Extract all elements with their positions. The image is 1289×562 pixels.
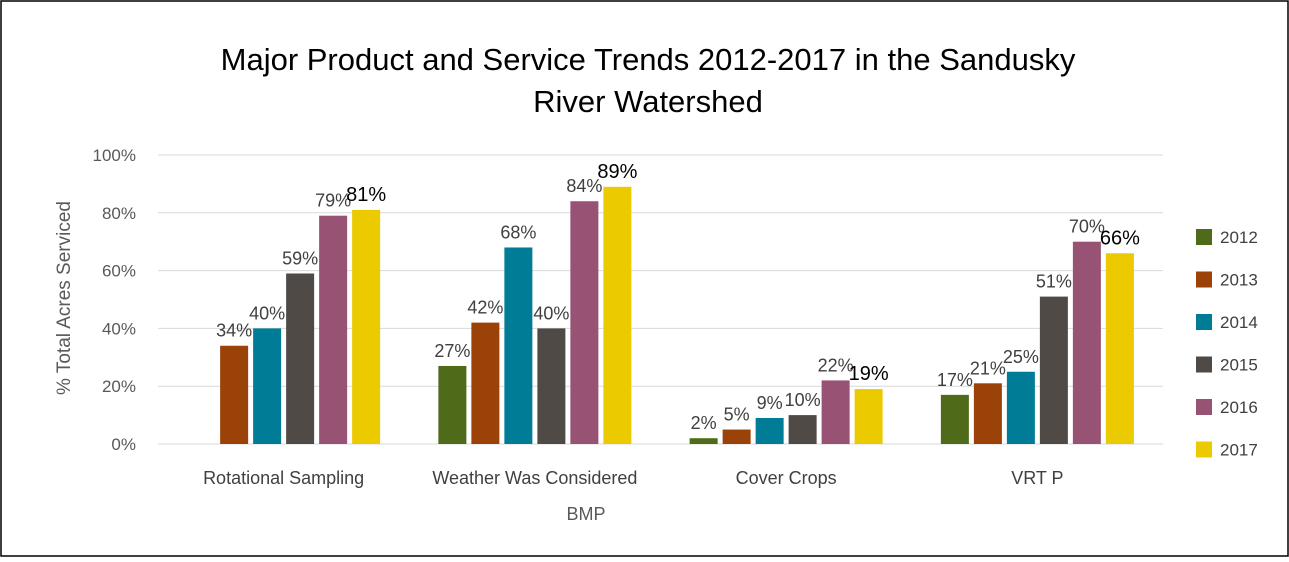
legend-label: 2013 [1220, 271, 1258, 290]
data-label: 51% [1036, 272, 1072, 292]
data-label: 79% [315, 191, 351, 211]
legend-swatch [1196, 314, 1212, 330]
legend-label: 2015 [1220, 356, 1258, 375]
x-tick-label: Weather Was Considered [432, 468, 637, 488]
bar-2015 [788, 415, 817, 444]
chart-title-line: River Watershed [533, 84, 763, 119]
y-tick-label: 40% [102, 319, 136, 338]
legend-label: 2014 [1220, 313, 1258, 332]
legend-swatch [1196, 399, 1212, 415]
legend-swatch [1196, 229, 1212, 245]
bar-2016 [570, 201, 599, 444]
bar-2013 [973, 383, 1002, 444]
data-label: 10% [785, 390, 821, 410]
bar-2017 [854, 389, 883, 444]
y-axis-ticks: 0% 20% 40% 60% 80% 100% [93, 146, 136, 454]
data-label: 27% [434, 341, 470, 361]
data-label: 68% [500, 222, 536, 242]
x-tick-label: Cover Crops [736, 468, 837, 488]
data-label: 34% [216, 321, 252, 341]
legend-swatch [1196, 441, 1212, 458]
chart-title: Major Product and Service Trends 2012-20… [221, 42, 1076, 119]
data-label: 25% [1003, 347, 1039, 367]
data-label: 89% [597, 161, 637, 183]
legend: 2012 2013 2014 2015 2016 2017 [1196, 228, 1258, 460]
data-label: 70% [1069, 217, 1105, 237]
data-label: 22% [818, 355, 854, 375]
bar-2017 [352, 209, 381, 444]
bar-2015 [286, 273, 315, 444]
data-label: 40% [249, 303, 285, 323]
bar-2014 [253, 328, 282, 444]
bars [220, 186, 1134, 445]
bar-2016 [821, 380, 850, 444]
data-label: 42% [467, 298, 503, 318]
y-axis-label: % Total Acres Serviced [54, 201, 75, 395]
data-label: 59% [282, 248, 318, 268]
bar-2014 [1006, 371, 1035, 444]
data-labels: 34%40%59%79%81%27%42%68%40%84%89%2% 5%9% 1… [216, 161, 1140, 433]
data-label: 9% [757, 393, 783, 413]
y-tick-label: 60% [102, 262, 136, 281]
bar-2016 [1072, 241, 1101, 444]
legend-swatch [1196, 356, 1212, 373]
y-tick-label: 100% [93, 146, 136, 165]
bar-2013 [722, 429, 751, 444]
y-tick-label: 80% [102, 204, 136, 223]
bar-2012 [438, 365, 467, 444]
chart-title-line: Major Product and Service Trends 2012-20… [221, 42, 1076, 77]
x-tick-label: Rotational Sampling [203, 468, 364, 488]
bar-2017 [1105, 253, 1134, 444]
legend-label: 2012 [1220, 228, 1258, 247]
bar-2012 [940, 394, 969, 444]
bar-2016 [319, 215, 348, 444]
bar-2017 [603, 186, 632, 445]
legend-label: 2016 [1220, 398, 1258, 417]
bar-2013 [471, 322, 500, 444]
x-axis-ticks: Rotational Sampling Weather Was Considere… [203, 468, 1063, 488]
bar-2013 [220, 345, 249, 444]
x-tick-label: VRT P [1011, 468, 1063, 488]
bar-2012 [689, 438, 718, 444]
data-label: 81% [346, 184, 386, 206]
bar-2015 [1039, 296, 1068, 444]
data-label: 40% [533, 303, 569, 323]
x-axis-label: BMP [566, 504, 605, 524]
legend-label: 2017 [1220, 441, 1258, 460]
bar-2014 [504, 247, 533, 444]
bar-2014 [755, 417, 784, 444]
y-tick-label: 20% [102, 377, 136, 396]
y-tick-label: 0% [111, 435, 136, 454]
bar-2015 [537, 328, 566, 444]
data-label: 84% [566, 176, 602, 196]
data-label: 21% [970, 358, 1006, 378]
data-label: 2% [691, 413, 717, 433]
data-label: 17% [937, 370, 973, 390]
legend-swatch [1196, 271, 1212, 288]
data-label: 19% [849, 363, 889, 385]
data-label: 5% [724, 405, 750, 425]
data-label: 66% [1100, 227, 1140, 249]
